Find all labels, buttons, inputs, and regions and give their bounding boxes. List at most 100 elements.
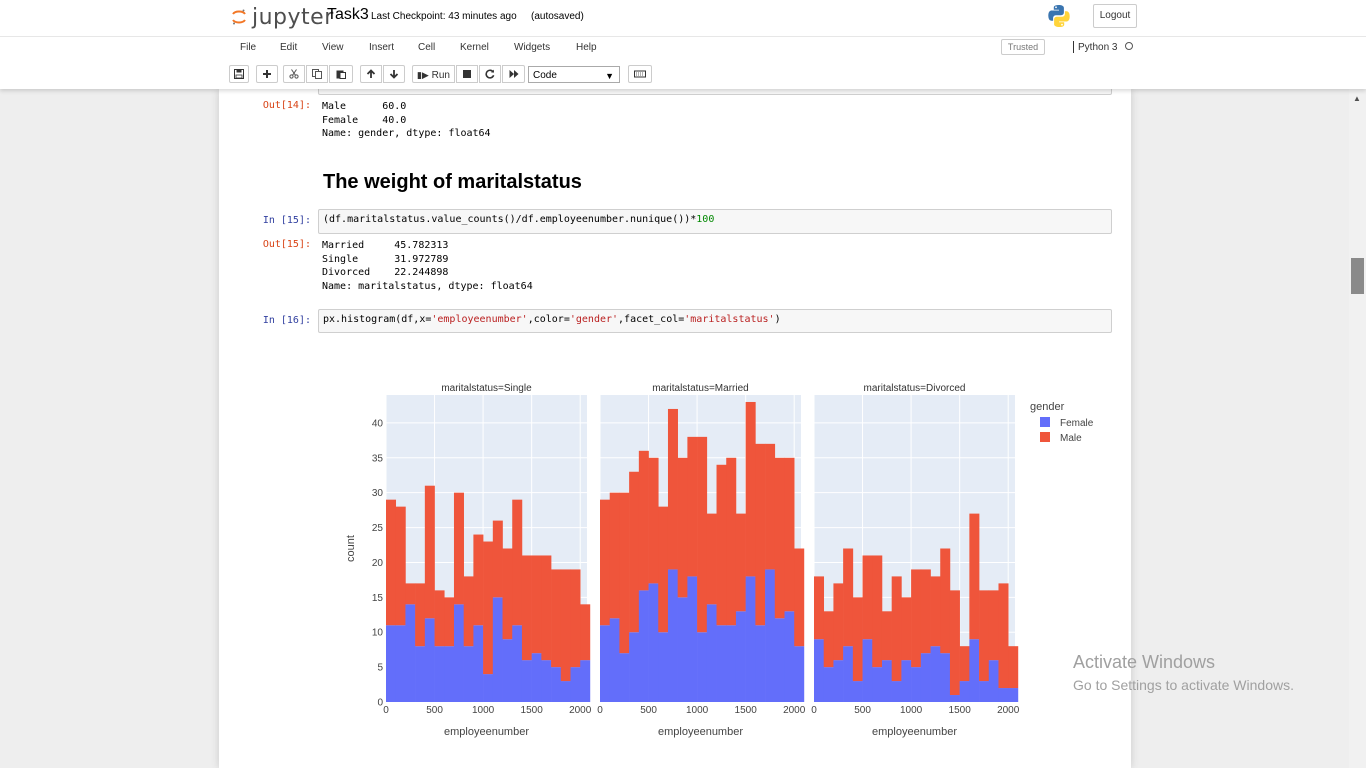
code-cell-15[interactable]: (df.maritalstatus.value_counts()/df.empl… <box>318 209 1112 234</box>
page-scrollbar[interactable] <box>1349 89 1366 768</box>
input-prompt-15: In [15]: <box>262 215 311 226</box>
histogram-bar-male <box>911 569 922 668</box>
histogram-bar-male <box>521 555 532 661</box>
histogram-bar-female <box>512 625 523 702</box>
scrollbar-thumb[interactable] <box>1351 258 1364 294</box>
kernel-name: Python 3 <box>1078 42 1118 53</box>
histogram-bar-female <box>784 611 795 702</box>
menu-widgets[interactable]: Widgets <box>514 42 551 53</box>
copy-button[interactable] <box>306 65 328 83</box>
histogram-bar-male <box>502 548 513 640</box>
histogram-bar-female <box>648 583 659 702</box>
output-15: Married 45.782313 Single 31.972789 Divor… <box>322 240 533 292</box>
histogram-bar-male <box>512 499 523 626</box>
histogram-bar-male <box>949 590 960 696</box>
histogram-bar-male <box>463 576 474 647</box>
header-top-bar: jupyter Task3 Last Checkpoint: 43 minute… <box>0 0 1366 37</box>
trusted-indicator[interactable]: Trusted <box>1001 39 1045 55</box>
histogram-bar-male <box>667 408 678 570</box>
x-tick-label: 1500 <box>735 705 758 716</box>
input-prompt-16: In [16]: <box>262 315 311 326</box>
menu-kernel[interactable]: Kernel <box>460 42 489 53</box>
run-button[interactable]: ▮▶ Run <box>412 65 455 83</box>
histogram-bar-female <box>434 646 445 702</box>
histogram-bar-female <box>551 667 562 702</box>
histogram-bar-male <box>473 534 484 626</box>
jupyter-logo[interactable]: jupyter <box>229 4 333 30</box>
command-palette-button[interactable] <box>628 65 652 83</box>
kernel-idle-icon <box>1125 42 1133 50</box>
markdown-heading: The weight of maritalstatus <box>323 171 582 193</box>
interrupt-button[interactable] <box>456 65 478 83</box>
plus-icon <box>263 70 271 78</box>
histogram-bar-male <box>716 464 727 626</box>
histogram-bar-female <box>911 667 922 702</box>
menu-file[interactable]: File <box>240 42 257 53</box>
histogram-bar-male <box>648 457 659 584</box>
histogram-bar-male <box>823 611 834 668</box>
histogram-bar-female <box>667 569 678 702</box>
save-button[interactable] <box>229 65 249 83</box>
histogram-bar-female <box>424 618 435 702</box>
previous-cell-input[interactable] <box>318 89 1112 95</box>
notebook-toolbar: ▮▶ Run Code ▼ <box>227 62 1139 88</box>
histogram-bar-female <box>415 646 426 702</box>
restart-run-all-button[interactable] <box>502 65 525 83</box>
notebook-name[interactable]: Task3 <box>327 6 369 23</box>
menubar: File Edit View Insert Cell Kernel Widget… <box>227 37 1139 61</box>
histogram-bar-male <box>784 457 795 612</box>
histogram-bar-male <box>881 611 892 661</box>
menu-view[interactable]: View <box>322 42 344 53</box>
histogram-bar-female <box>492 597 503 702</box>
cut-button[interactable] <box>283 65 305 83</box>
menu-cell[interactable]: Cell <box>418 42 436 53</box>
histogram-bar-female <box>483 674 494 702</box>
histogram-bar-male <box>765 443 776 570</box>
histogram-bar-female <box>629 632 640 702</box>
x-tick-label: 1000 <box>900 705 923 716</box>
move-down-button[interactable] <box>383 65 405 83</box>
paste-button[interactable] <box>329 65 353 83</box>
histogram-bar-female <box>901 660 912 702</box>
legend-label-male: Male <box>1060 433 1082 444</box>
histogram-chart[interactable]: count 0 5 10 15 20 25 30 35 40 maritalstatus=Singl… <box>219 89 1131 768</box>
histogram-bar-male <box>706 513 717 605</box>
cell-type-select[interactable]: Code ▼ <box>528 66 620 83</box>
histogram-bar-female <box>814 639 825 702</box>
histogram-bar-female <box>959 681 970 702</box>
insert-cell-button[interactable] <box>256 65 278 83</box>
menu-help[interactable]: Help <box>576 42 597 53</box>
histogram-bar-male <box>920 569 931 654</box>
move-up-button[interactable] <box>360 65 382 83</box>
logout-button[interactable]: Logout <box>1093 4 1137 28</box>
histogram-bar-female <box>862 639 873 702</box>
menu-insert[interactable]: Insert <box>369 42 395 53</box>
y-tick-label: 25 <box>372 523 384 534</box>
histogram-bar-male <box>531 555 542 654</box>
stop-icon <box>463 70 471 78</box>
y-tick-label: 15 <box>372 593 384 604</box>
keyboard-icon <box>634 70 646 78</box>
facet-title: maritalstatus=Single <box>441 383 532 394</box>
output-14: Male 60.0 Female 40.0 Name: gender, dtyp… <box>322 101 491 140</box>
histogram-bar-female <box>872 667 883 702</box>
histogram-bar-female <box>386 625 397 702</box>
histogram-bar-male <box>560 569 571 682</box>
histogram-bar-male <box>492 520 503 598</box>
histogram-bar-male <box>726 457 737 626</box>
histogram-bar-female <box>881 660 892 702</box>
step-forward-icon: ▮▶ <box>416 70 429 80</box>
restart-button[interactable] <box>479 65 501 83</box>
histogram-bar-male <box>833 583 844 661</box>
histogram-bar-female <box>969 639 980 702</box>
code-cell-16[interactable]: px.histogram(df,x='employeenumber',color… <box>318 309 1112 333</box>
restart-icon <box>485 69 495 79</box>
scroll-up-icon[interactable]: ▲ <box>1353 94 1361 103</box>
menu-edit[interactable]: Edit <box>280 42 298 53</box>
histogram-bar-female <box>823 667 834 702</box>
histogram-bar-male <box>541 555 552 661</box>
histogram-bar-female <box>988 660 999 702</box>
histogram-bar-female <box>940 653 951 702</box>
y-axis-title: count <box>345 535 357 562</box>
histogram-bar-male <box>677 457 688 598</box>
